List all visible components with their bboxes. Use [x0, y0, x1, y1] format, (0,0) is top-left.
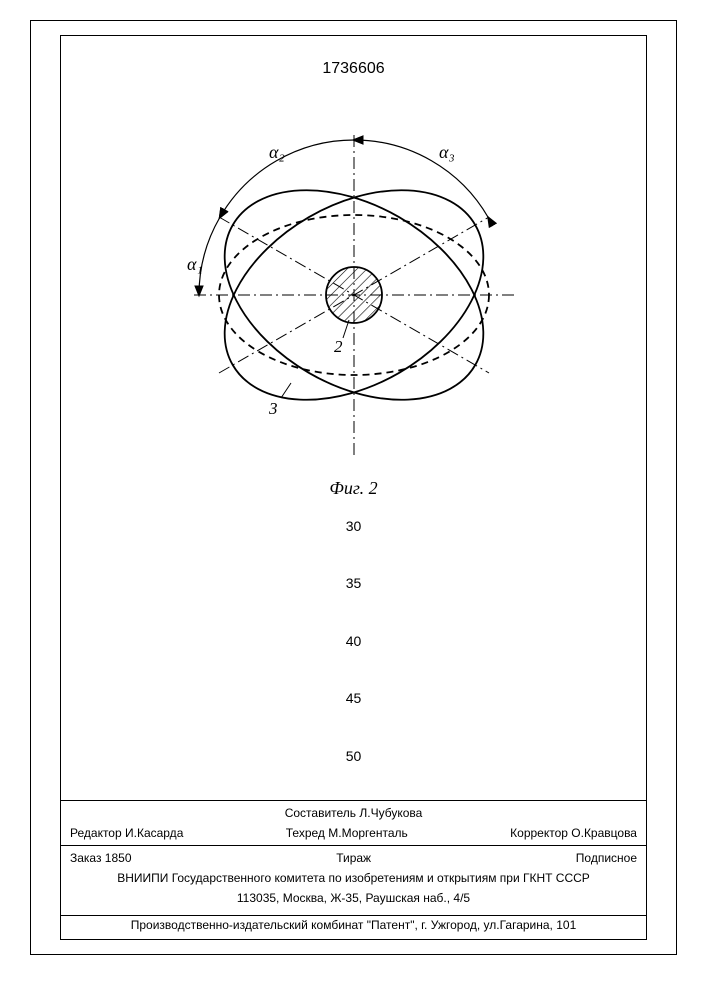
- figure-2: α₁ α₂ α₃ 2 3 Фиг. 2: [0, 120, 707, 499]
- line-number: 45: [0, 690, 707, 706]
- arc-alpha3: [354, 140, 488, 218]
- line-number: 30: [0, 518, 707, 534]
- podpisnoe: Подписное: [576, 851, 637, 865]
- label-alpha1: α₁: [187, 254, 203, 274]
- patent-number: 1736606: [0, 60, 707, 78]
- label-alpha2: α₂: [269, 142, 285, 162]
- arc-alpha2: [219, 140, 353, 218]
- editor: Редактор И.Касарда: [70, 826, 183, 840]
- figure-svg: α₁ α₂ α₃ 2 3: [159, 120, 549, 470]
- org-line-2: 113035, Москва, Ж-35, Раушская наб., 4/5: [60, 888, 647, 908]
- line-number: 35: [0, 575, 707, 591]
- techred: Техред М.Моргенталь: [286, 826, 408, 840]
- page: 1736606: [0, 0, 707, 1000]
- figure-caption: Фиг. 2: [0, 478, 707, 499]
- line-number: 40: [0, 633, 707, 649]
- label-alpha3: α₃: [439, 142, 455, 162]
- center-core: [326, 267, 382, 323]
- divider: [60, 845, 647, 846]
- credits-line-1: Составитель Л.Чубукова: [60, 803, 647, 823]
- divider: [60, 800, 647, 801]
- tirazh: Тираж: [336, 851, 371, 865]
- footer-block: Составитель Л.Чубукова Редактор И.Касард…: [60, 798, 647, 908]
- line-number: 50: [0, 748, 707, 764]
- label-ref3: 3: [268, 399, 278, 418]
- corrector: Корректор О.Кравцова: [510, 826, 637, 840]
- order: Заказ 1850: [70, 851, 132, 865]
- patent-footer: Производственно-издательский комбинат "П…: [60, 918, 647, 932]
- divider: [60, 915, 647, 916]
- org-line-1: ВНИИПИ Государственного комитета по изоб…: [60, 868, 647, 888]
- label-ref2: 2: [334, 337, 343, 356]
